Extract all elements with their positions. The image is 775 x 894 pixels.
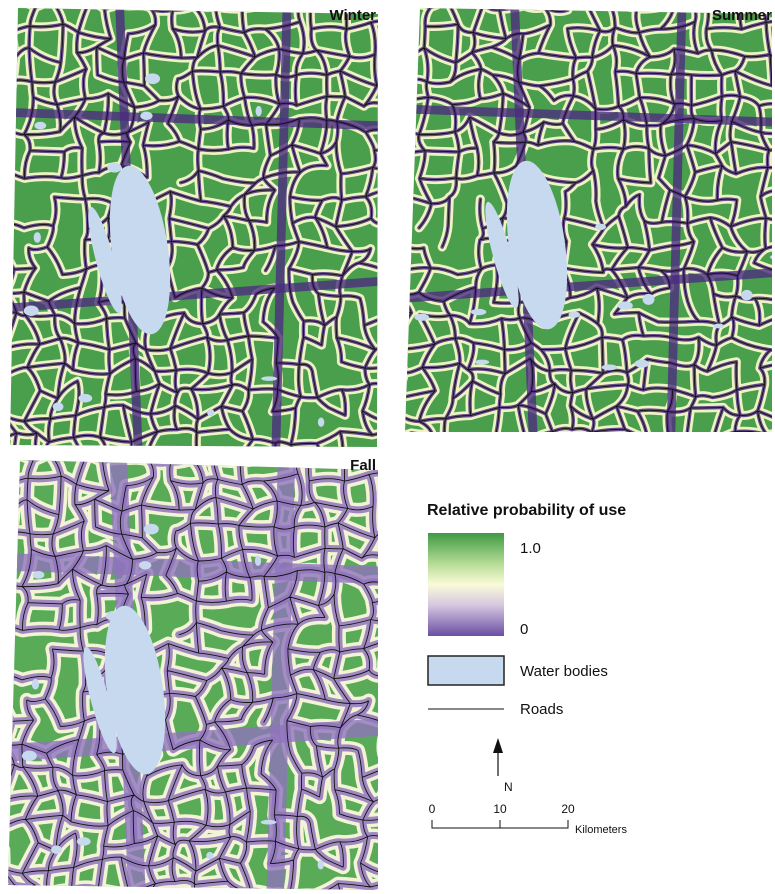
water-body bbox=[145, 73, 160, 84]
panel-title: Fall bbox=[350, 457, 376, 474]
figure: Winter Summer Fall Relative probability … bbox=[0, 0, 775, 894]
water-body bbox=[255, 556, 261, 566]
water-body bbox=[51, 845, 62, 854]
water-body bbox=[595, 224, 606, 230]
water-body bbox=[33, 571, 45, 579]
water-body bbox=[78, 394, 92, 402]
water-body bbox=[207, 409, 214, 416]
panel-title: Winter bbox=[329, 7, 376, 24]
water-swatch bbox=[428, 656, 504, 685]
scale-label: 20 bbox=[561, 802, 575, 816]
water-body bbox=[261, 820, 277, 825]
water-body bbox=[256, 106, 262, 116]
scale-label: 0 bbox=[429, 802, 436, 816]
legend-roads: Roads bbox=[520, 701, 563, 718]
legend-low: 0 bbox=[520, 621, 528, 638]
scale-bar: 0 10 20 Kilometers bbox=[429, 802, 628, 836]
water-body bbox=[53, 402, 64, 411]
low-use-zone bbox=[275, 458, 286, 892]
water-body bbox=[602, 364, 618, 370]
water-body bbox=[107, 163, 121, 173]
water-body bbox=[140, 112, 152, 120]
water-body bbox=[634, 360, 649, 368]
water-body bbox=[475, 360, 489, 365]
water-body bbox=[22, 751, 37, 761]
water-body bbox=[261, 376, 277, 381]
map-panel bbox=[0, 423, 399, 894]
water-body bbox=[144, 524, 159, 535]
water-body bbox=[206, 852, 213, 859]
water-body bbox=[618, 301, 633, 309]
legend-water: Water bodies bbox=[520, 663, 608, 680]
map-panel bbox=[371, 0, 775, 445]
water-body bbox=[318, 860, 324, 869]
water-body bbox=[34, 122, 46, 130]
water-body bbox=[318, 418, 324, 427]
probability-ramp bbox=[428, 533, 504, 636]
water-body bbox=[643, 294, 655, 305]
water-body bbox=[24, 305, 39, 315]
water-body bbox=[741, 290, 753, 300]
scale-unit: Kilometers bbox=[575, 824, 627, 836]
water-body bbox=[34, 232, 41, 243]
water-body bbox=[32, 679, 39, 690]
legend-high: 1.0 bbox=[520, 540, 541, 557]
water-body bbox=[471, 309, 486, 315]
scale-label: 10 bbox=[493, 802, 507, 816]
water-body bbox=[569, 311, 581, 317]
water-body bbox=[106, 611, 120, 621]
north-label: N bbox=[504, 780, 513, 794]
map-panel bbox=[0, 0, 401, 470]
panel-title: Summer bbox=[712, 7, 772, 24]
north-arrow: N bbox=[493, 738, 513, 794]
water-body bbox=[414, 314, 429, 321]
maps bbox=[0, 0, 775, 894]
water-body bbox=[713, 324, 724, 329]
legend: Relative probability of use 1.0 0 Water … bbox=[427, 502, 626, 718]
legend-title: Relative probability of use bbox=[427, 502, 626, 519]
water-body bbox=[77, 837, 91, 845]
water-body bbox=[139, 561, 151, 569]
